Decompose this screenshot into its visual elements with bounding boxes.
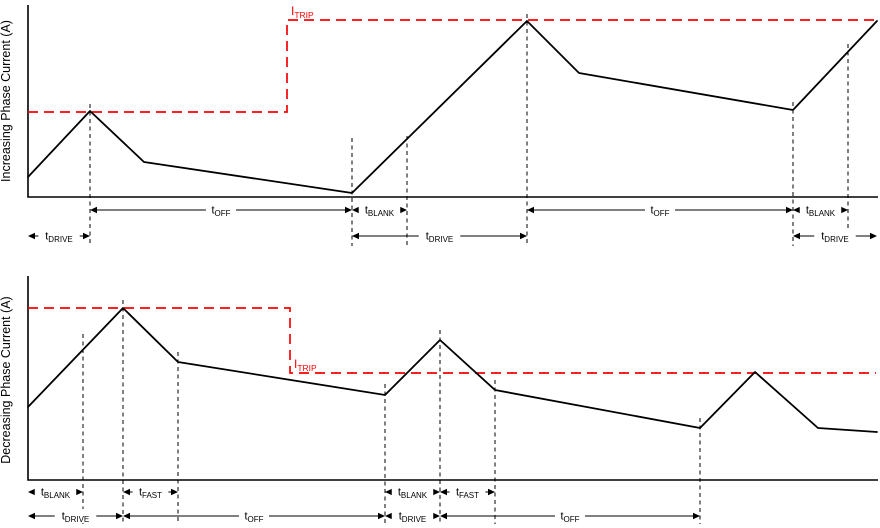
span-label: tDRIVE [399,511,427,525]
axis-decreasing [27,276,878,481]
axis-increasing [27,5,878,198]
left-arrowhead-icon [28,488,35,496]
right-arrowhead-icon [116,512,123,520]
span-label: tOFF [211,205,230,219]
span-label-background [238,509,270,523]
span-label-background [814,229,856,243]
time-span-blank: tBLANK [352,203,407,218]
right-arrowhead-icon [870,232,877,240]
span-label: tBLANK [806,205,836,219]
time-span-off: tOFF [527,203,793,218]
span-label: tOFF [560,511,579,525]
span-label-background [644,203,676,217]
left-arrowhead-icon [123,488,130,496]
right-arrowhead-icon [83,232,90,240]
span-label-background [418,229,461,243]
right-arrowhead-icon [488,488,495,496]
span-label-background [554,509,586,523]
left-arrowhead-icon [527,206,534,214]
phase-current-waveform-increasing [27,20,878,194]
right-arrowhead-icon [433,488,440,496]
time-span-drive: tDRIVE [352,229,527,244]
time-span-blank: tBLANK [385,485,440,500]
left-arrowhead-icon [793,206,800,214]
span-label: tFAST [139,487,162,501]
itrip-label: ITRIP [291,4,314,20]
itrip-threshold-line [28,307,876,374]
itrip-threshold-line [28,19,876,113]
span-label: tFAST [456,487,479,501]
itrip-label: ITRIP [294,357,317,373]
span-label-background [358,203,401,217]
y-axis-label-increasing: Increasing Phase Current (A) [0,20,13,182]
time-span-blank: tBLANK [28,485,83,500]
span-label: tBLANK [365,205,395,219]
span-label-background [132,485,169,499]
time-span-off: tOFF [440,509,700,524]
time-span-drive: tDRIVE [28,509,123,524]
left-arrowhead-icon [385,488,392,496]
span-label-background [449,485,486,499]
right-arrowhead-icon [786,206,793,214]
span-label-background [391,485,434,499]
right-arrowhead-icon [378,512,385,520]
y-axis-label-decreasing: Decreasing Phase Current (A) [0,296,13,463]
left-arrowhead-icon [440,488,447,496]
span-label-background [205,203,237,217]
span-label: tOFF [244,511,263,525]
span-label: tBLANK [398,487,428,501]
left-arrowhead-icon [440,512,447,520]
span-label-background [34,485,77,499]
left-arrowhead-icon [352,206,359,214]
right-arrowhead-icon [433,512,440,520]
time-span-fast: tFAST [123,485,178,500]
span-label-background [38,229,80,243]
panel-decreasing: Decreasing Phase Current (A) ITRIP tBLANK t… [0,276,878,524]
phase-current-waveform-decreasing [27,307,878,433]
span-label-background [799,203,842,217]
time-span-drive: tDRIVE [793,229,877,244]
time-span-drive: tDRIVE [28,229,90,244]
right-arrowhead-icon [400,206,407,214]
span-label: tDRIVE [821,231,849,245]
right-arrowhead-icon [520,232,527,240]
time-span-off: tOFF [123,509,385,524]
right-arrowhead-icon [693,512,700,520]
right-arrowhead-icon [76,488,83,496]
span-label: tOFF [650,205,669,219]
span-label: tDRIVE [62,511,90,525]
left-arrowhead-icon [28,232,35,240]
left-arrowhead-icon [793,232,800,240]
time-span-drive: tDRIVE [385,509,440,524]
time-span-blank: tBLANK [793,203,848,218]
span-label: tDRIVE [45,231,73,245]
left-arrowhead-icon [123,512,130,520]
span-label-background [54,509,97,523]
left-arrowhead-icon [385,512,392,520]
right-arrowhead-icon [345,206,352,214]
panel-increasing: Increasing Phase Current (A) ITRIP tOFF tBL… [0,4,878,246]
left-arrowhead-icon [90,206,97,214]
span-label: tBLANK [41,487,71,501]
span-label-background [391,509,434,523]
right-arrowhead-icon [171,488,178,496]
left-arrowhead-icon [28,512,35,520]
right-arrowhead-icon [841,206,848,214]
time-span-fast: tFAST [440,485,495,500]
span-label: tDRIVE [426,231,454,245]
time-span-off: tOFF [90,203,352,218]
left-arrowhead-icon [352,232,359,240]
